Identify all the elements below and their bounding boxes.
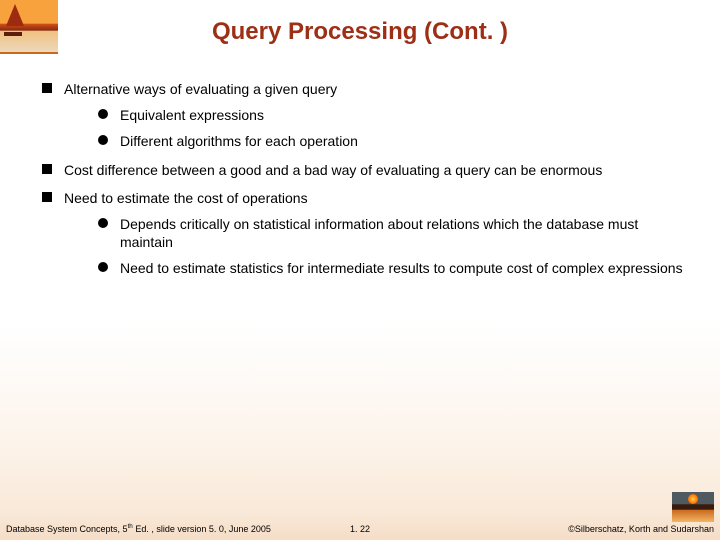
bullet-text: Need to estimate statistics for intermed… bbox=[120, 260, 683, 276]
bullet-text: Cost difference between a good and a bad… bbox=[64, 162, 602, 178]
slide: Query Processing (Cont. ) Alternative wa… bbox=[0, 0, 720, 540]
bullet-level2: Depends critically on statistical inform… bbox=[98, 215, 690, 251]
bullet-level1: Need to estimate the cost of operations … bbox=[42, 189, 690, 278]
footer-right: ©Silberschatz, Korth and Sudarshan bbox=[568, 524, 714, 534]
bullet-level1: Cost difference between a good and a bad… bbox=[42, 161, 690, 179]
slide-title: Query Processing (Cont. ) bbox=[0, 18, 720, 46]
bullet-level2: Equivalent expressions bbox=[98, 106, 690, 124]
slide-content: Alternative ways of evaluating a given q… bbox=[42, 80, 690, 288]
bullet-level1: Alternative ways of evaluating a given q… bbox=[42, 80, 690, 151]
bullet-level2: Need to estimate statistics for intermed… bbox=[98, 259, 690, 277]
bullet-text: Need to estimate the cost of operations bbox=[64, 190, 308, 206]
bullet-level2: Different algorithms for each operation bbox=[98, 132, 690, 150]
accent-line bbox=[0, 52, 58, 54]
bullet-text: Alternative ways of evaluating a given q… bbox=[64, 81, 337, 97]
bullet-text: Equivalent expressions bbox=[120, 107, 264, 123]
bullet-text: Depends critically on statistical inform… bbox=[120, 216, 638, 250]
bullet-text: Different algorithms for each operation bbox=[120, 133, 358, 149]
logo-bottom-image bbox=[672, 492, 714, 522]
